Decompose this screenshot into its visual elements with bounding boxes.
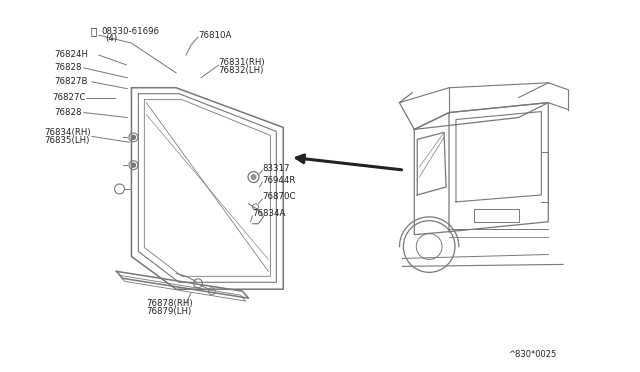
Text: 76878(RH): 76878(RH)	[147, 299, 193, 308]
Circle shape	[251, 174, 256, 180]
Circle shape	[131, 163, 136, 167]
Text: 08330-61696: 08330-61696	[102, 27, 159, 36]
Text: 76870C: 76870C	[262, 192, 296, 201]
Text: 83317: 83317	[262, 164, 290, 173]
Text: 76828: 76828	[54, 108, 81, 117]
Text: ^830*0025: ^830*0025	[509, 350, 557, 359]
Text: 76828: 76828	[54, 63, 81, 73]
Text: 76879(LH): 76879(LH)	[147, 307, 191, 315]
Text: 76835(LH): 76835(LH)	[44, 136, 90, 145]
Text: 76827B: 76827B	[54, 77, 88, 86]
Text: 76944R: 76944R	[262, 176, 296, 185]
Text: (4): (4)	[106, 33, 118, 43]
Text: 76834(RH): 76834(RH)	[44, 128, 91, 137]
Text: Ⓢ: Ⓢ	[91, 26, 97, 36]
Circle shape	[131, 135, 136, 140]
Text: 76810A: 76810A	[198, 31, 231, 40]
Text: 76827C: 76827C	[52, 93, 86, 102]
Text: 76832(LH): 76832(LH)	[219, 66, 264, 76]
Text: 76834A: 76834A	[253, 209, 286, 218]
Text: 76831(RH): 76831(RH)	[219, 58, 266, 67]
Text: 76824H: 76824H	[54, 51, 88, 60]
